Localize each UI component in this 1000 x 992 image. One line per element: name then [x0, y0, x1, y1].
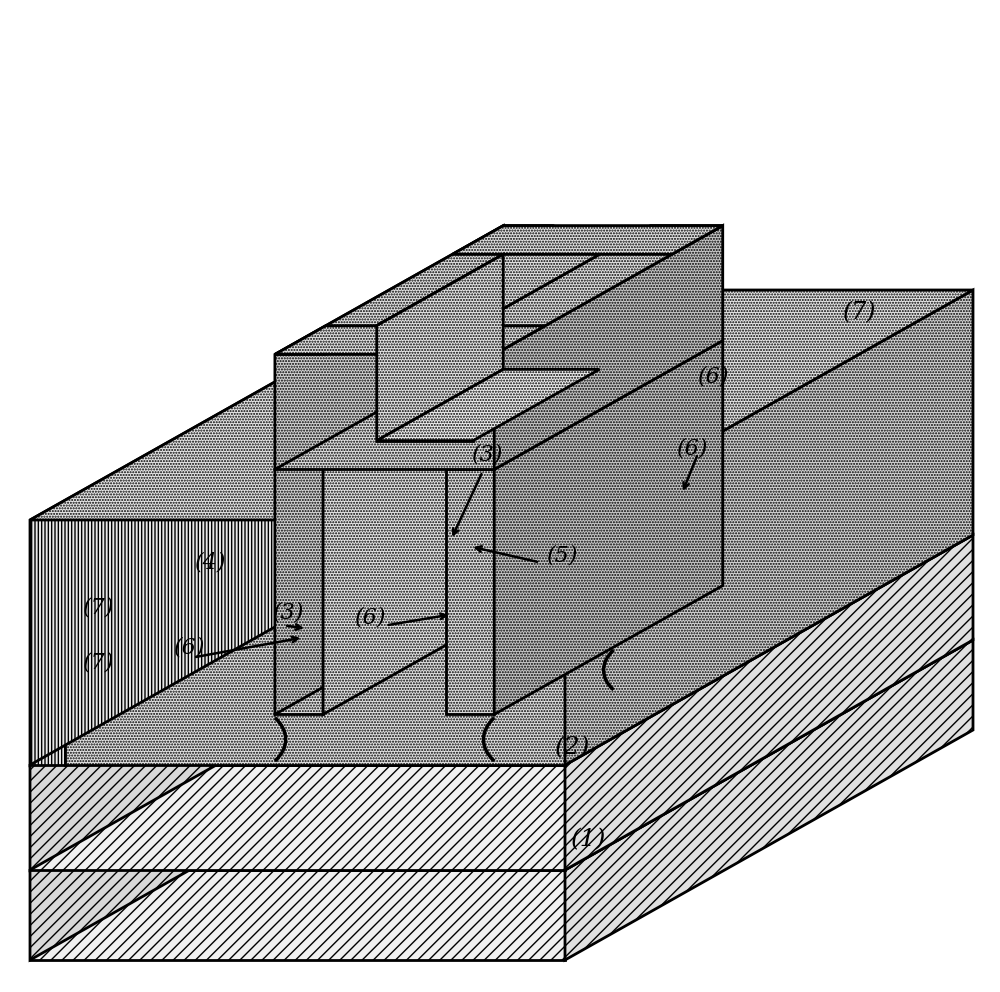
Polygon shape — [275, 469, 323, 714]
Polygon shape — [565, 640, 973, 960]
Text: (3): (3) — [472, 444, 504, 466]
Polygon shape — [30, 290, 973, 520]
Polygon shape — [565, 535, 973, 870]
Polygon shape — [377, 254, 503, 440]
Polygon shape — [30, 290, 438, 765]
Polygon shape — [422, 225, 723, 354]
Polygon shape — [377, 254, 600, 325]
Polygon shape — [30, 535, 973, 765]
Polygon shape — [446, 469, 494, 714]
Polygon shape — [323, 340, 552, 714]
Text: (4): (4) — [195, 552, 226, 573]
Polygon shape — [65, 520, 565, 765]
Text: (7): (7) — [843, 302, 877, 324]
Polygon shape — [30, 640, 973, 870]
Text: (6): (6) — [698, 366, 729, 388]
Polygon shape — [30, 535, 438, 870]
Polygon shape — [30, 765, 565, 870]
Text: (7): (7) — [83, 597, 114, 619]
Polygon shape — [30, 640, 438, 960]
Polygon shape — [275, 325, 545, 354]
Polygon shape — [275, 225, 503, 469]
Polygon shape — [275, 354, 494, 469]
Polygon shape — [494, 225, 723, 469]
Text: (5): (5) — [547, 545, 578, 566]
Polygon shape — [377, 369, 600, 440]
Polygon shape — [275, 225, 554, 354]
Polygon shape — [494, 340, 723, 714]
Polygon shape — [377, 325, 473, 440]
Text: (2): (2) — [555, 736, 590, 759]
Text: (6): (6) — [174, 637, 205, 659]
Text: (6): (6) — [355, 607, 387, 629]
Text: (3): (3) — [273, 602, 304, 624]
Polygon shape — [452, 225, 723, 254]
Text: (7): (7) — [83, 652, 114, 674]
Polygon shape — [565, 290, 973, 765]
Polygon shape — [30, 870, 565, 960]
Text: (1): (1) — [571, 828, 606, 851]
Polygon shape — [30, 520, 65, 765]
Text: (6): (6) — [677, 437, 708, 459]
Polygon shape — [275, 340, 503, 714]
